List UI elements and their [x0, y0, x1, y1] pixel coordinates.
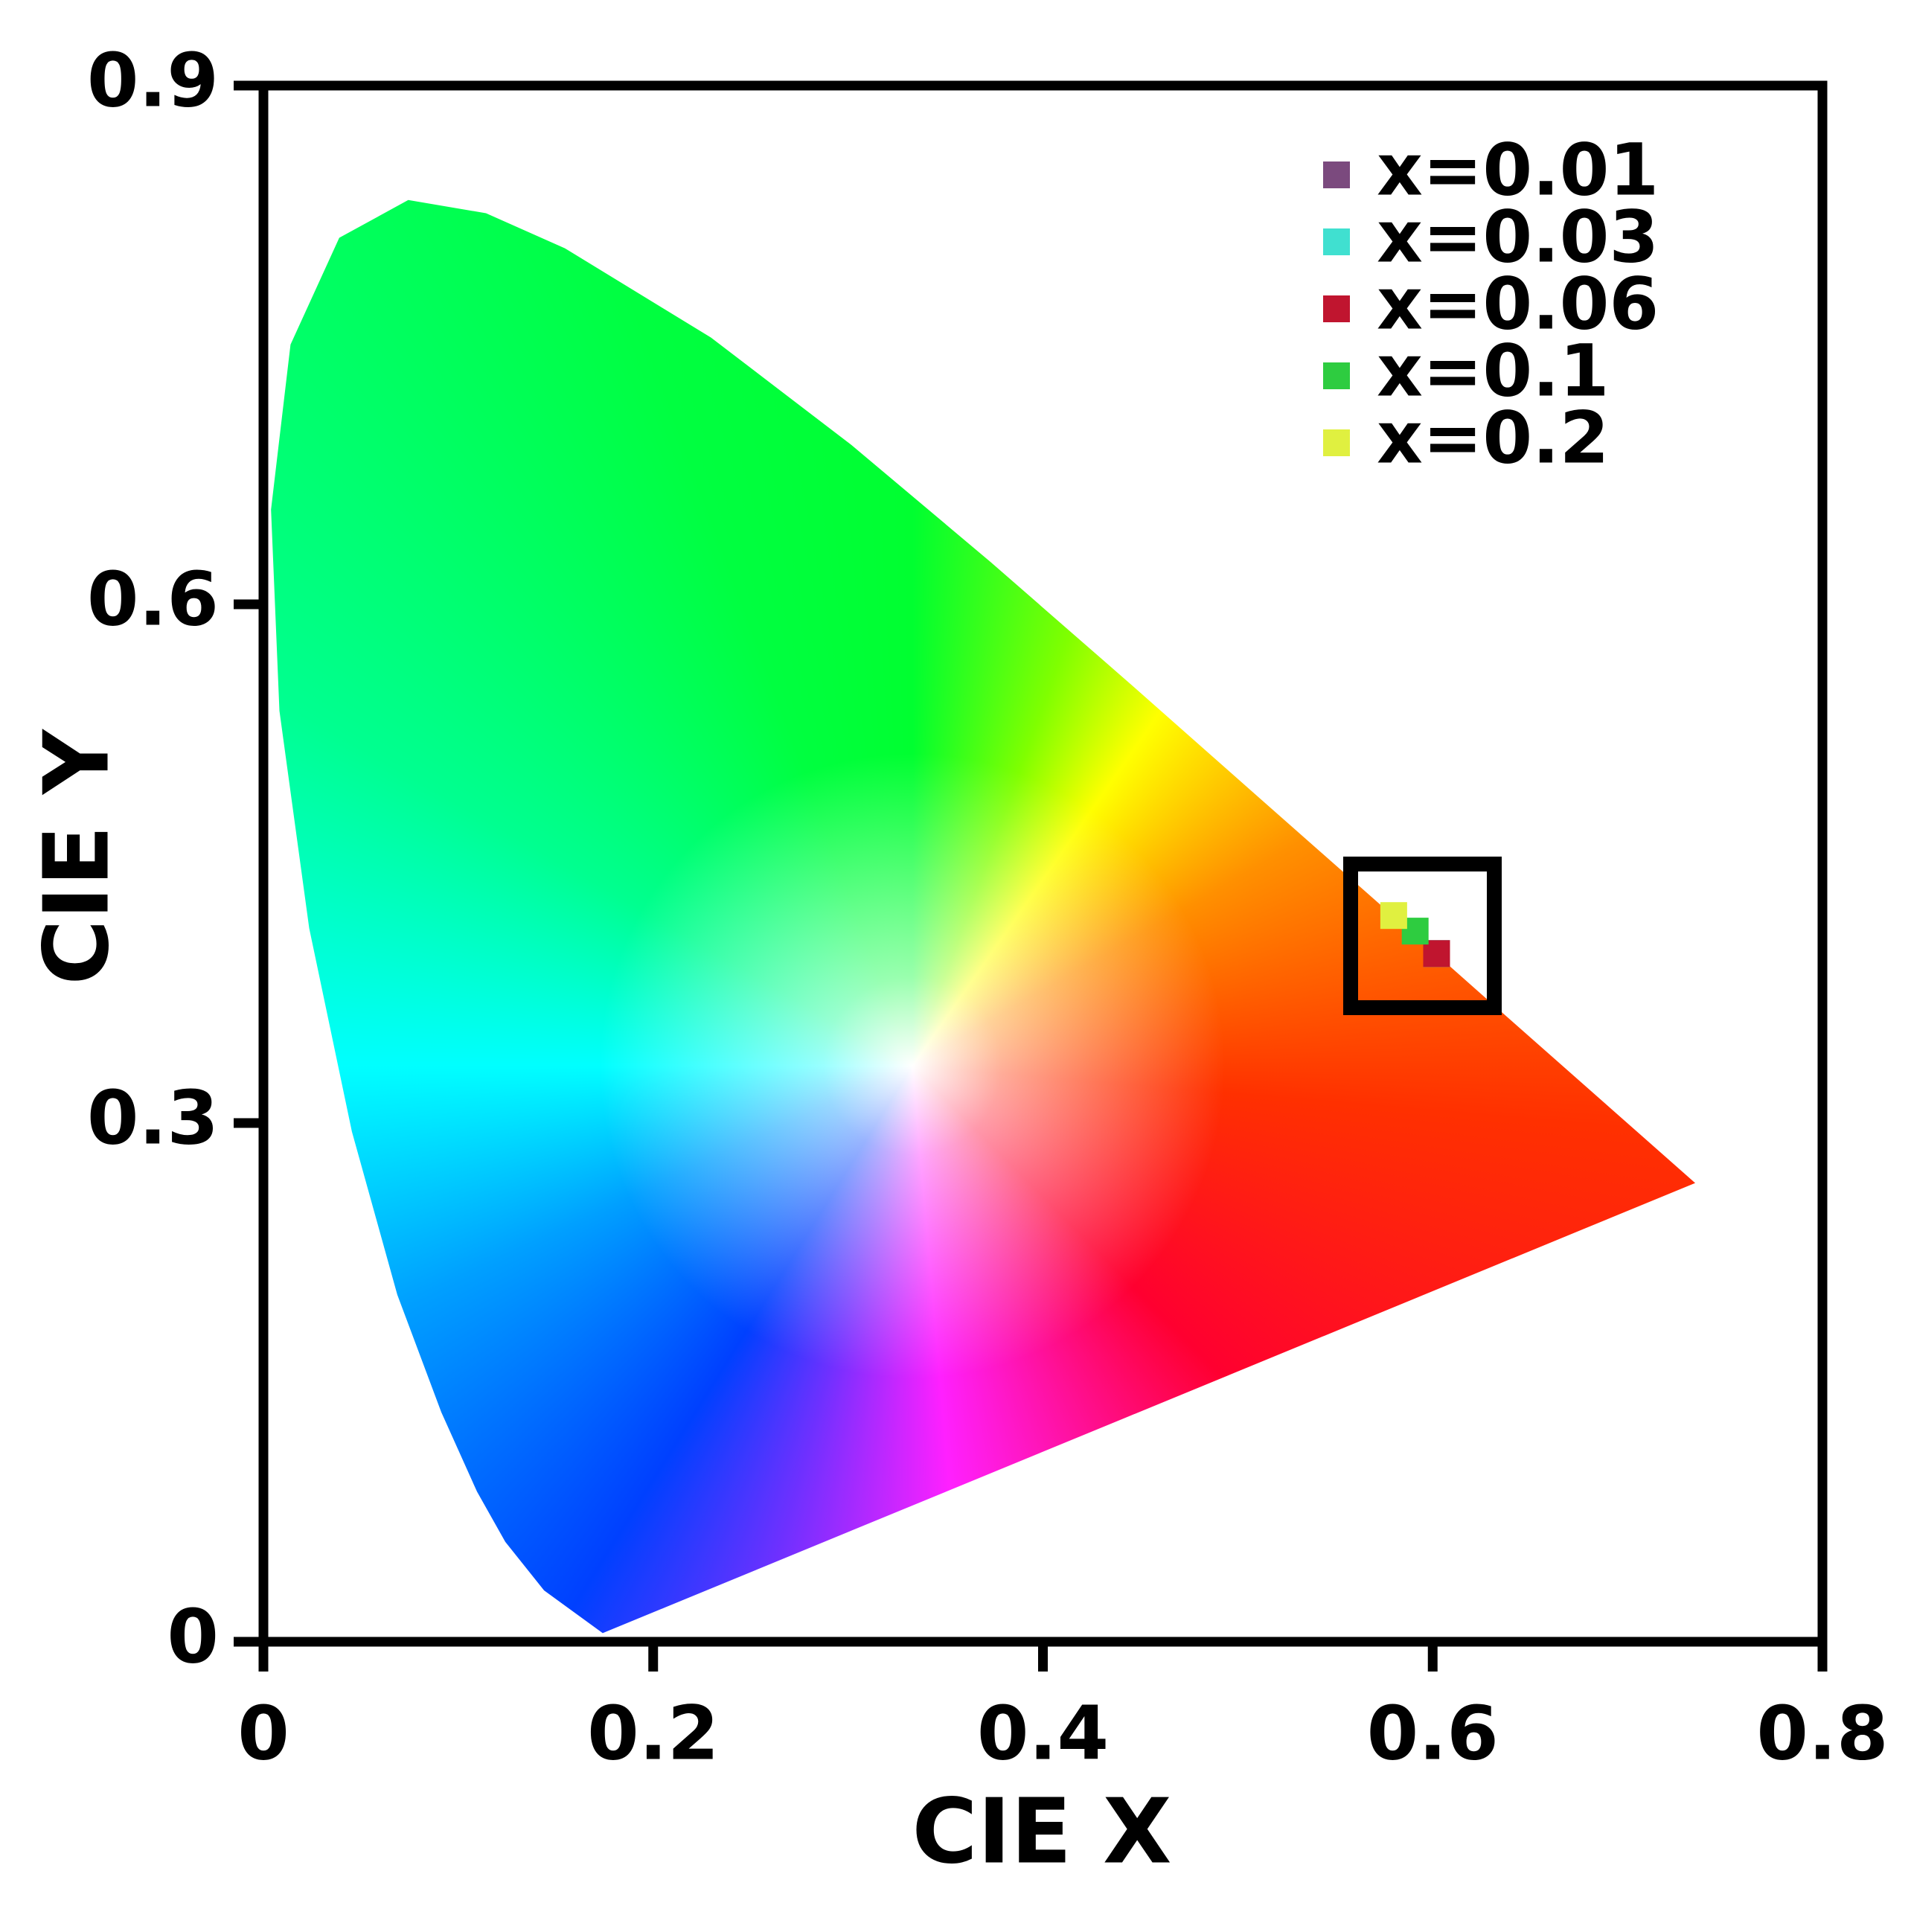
y-axis-title: CIE Y — [26, 728, 129, 985]
y-tick-label: 0.3 — [87, 1074, 219, 1161]
x-tick-label: 0.4 — [977, 1689, 1109, 1776]
data-point — [1380, 902, 1407, 930]
y-tick-label: 0 — [167, 1593, 219, 1680]
x-tick-label: 0.6 — [1367, 1689, 1499, 1776]
y-tick-label: 0.6 — [87, 555, 219, 642]
legend-label: x=0.03 — [1377, 195, 1659, 278]
x-axis-title: CIE X — [912, 1781, 1172, 1884]
legend-label: x=0.01 — [1377, 128, 1659, 211]
data-point — [1423, 940, 1450, 967]
x-tick-label: 0 — [237, 1689, 289, 1776]
legend-swatch — [1323, 295, 1350, 322]
x-tick-label: 0.8 — [1756, 1689, 1888, 1776]
zoom-box — [1343, 857, 1502, 1015]
legend-label: x=0.06 — [1377, 262, 1659, 345]
x-tick-label: 0.2 — [587, 1689, 719, 1776]
legend-label: x=0.2 — [1377, 396, 1609, 479]
legend-swatch — [1323, 161, 1350, 188]
legend-swatch — [1323, 228, 1350, 255]
legend-label: x=0.1 — [1377, 329, 1609, 412]
legend-swatch — [1323, 429, 1350, 456]
y-tick-label: 0.9 — [87, 36, 219, 124]
legend-swatch — [1323, 362, 1350, 389]
